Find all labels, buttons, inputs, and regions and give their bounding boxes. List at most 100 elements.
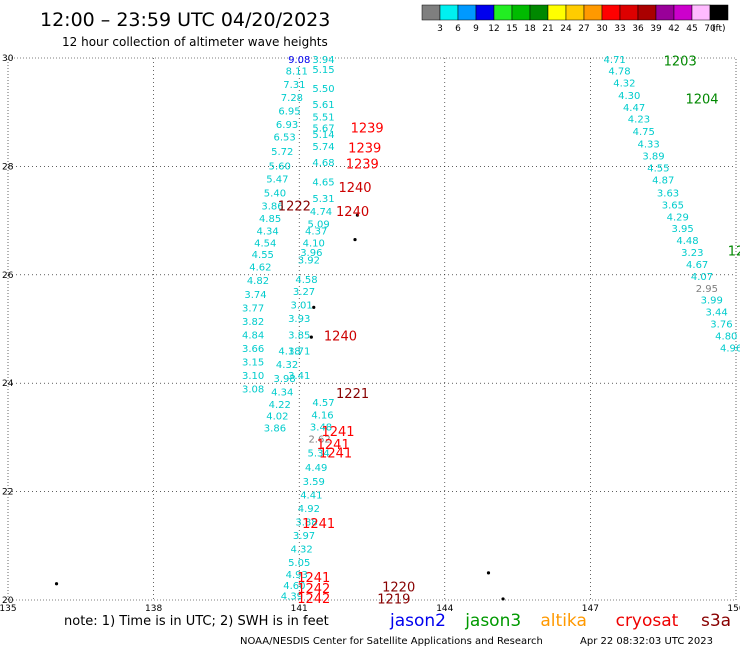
pass-time-label: 1239 bbox=[348, 141, 381, 156]
lon-tick-label: 141 bbox=[291, 604, 308, 614]
wave-height-value: 4.80 bbox=[715, 332, 737, 343]
wave-height-value: 3.88 bbox=[295, 517, 317, 528]
colorbar-tick-label: 24 bbox=[560, 24, 572, 34]
wave-height-value: 3.92 bbox=[298, 256, 320, 267]
colorbar-swatch bbox=[709, 4, 729, 21]
wave-height-value: 5.50 bbox=[312, 84, 334, 95]
wave-height-value: 3.96 bbox=[300, 248, 322, 259]
wave-height-value: 6.95 bbox=[278, 107, 300, 118]
wave-height-value: 4.37 bbox=[305, 226, 327, 237]
wave-height-value: 3.86 bbox=[264, 424, 286, 435]
wave-height-value: 4.10 bbox=[303, 238, 325, 249]
wave-height-value: 3.77 bbox=[242, 303, 264, 314]
wave-height-value: 4.23 bbox=[628, 115, 650, 126]
legend-s3a: s3a bbox=[701, 611, 731, 631]
wave-height-value: 4.32 bbox=[276, 360, 298, 371]
wave-height-value: 4.02 bbox=[266, 412, 288, 423]
wave-height-value: 7.31 bbox=[283, 80, 305, 91]
pass-time-label: 1239 bbox=[346, 158, 379, 173]
pass-time-label: 1241 bbox=[321, 425, 354, 440]
lat-tick-label: 20 bbox=[2, 596, 14, 606]
wave-height-value: 4.62 bbox=[249, 263, 271, 274]
wave-height-value: 4.67 bbox=[686, 260, 708, 271]
wave-height-value: 4.29 bbox=[667, 212, 689, 223]
colorbar-swatch bbox=[529, 4, 549, 21]
colorbar-swatch bbox=[583, 4, 603, 21]
island-marker bbox=[355, 213, 360, 217]
wave-height-value: 4.33 bbox=[638, 140, 660, 151]
wave-height-value: 3.15 bbox=[242, 358, 264, 369]
lon-tick-label: 144 bbox=[436, 604, 453, 614]
colorbar-tick-label: 9 bbox=[473, 24, 479, 34]
island-marker bbox=[54, 582, 59, 586]
wave-height-value: 3.65 bbox=[662, 200, 684, 211]
colorbar-swatch bbox=[439, 4, 459, 21]
wave-height-value: 4.58 bbox=[295, 275, 317, 286]
wave-height-value: 4.74 bbox=[310, 207, 332, 218]
wave-height-value: 3.97 bbox=[293, 531, 315, 542]
lat-tick-label: 30 bbox=[2, 54, 14, 64]
colorbar-swatch bbox=[673, 4, 693, 21]
wave-height-value: 3.95 bbox=[671, 224, 693, 235]
island-marker bbox=[353, 237, 357, 242]
colorbar-tick-label: 33 bbox=[614, 24, 625, 34]
island-marker bbox=[486, 571, 491, 575]
colorbar-swatch bbox=[547, 4, 567, 21]
pass-time-label: 1204 bbox=[685, 93, 718, 108]
colorbar-tick-label: 3 bbox=[437, 24, 443, 34]
pass-time-label: 1241 bbox=[319, 447, 352, 462]
colorbar-swatch bbox=[637, 4, 657, 21]
wave-height-value: 4.47 bbox=[623, 103, 645, 114]
colorbar-tick-label: 27 bbox=[578, 24, 589, 34]
wave-height-value: 4.75 bbox=[633, 127, 655, 138]
lat-tick-label: 24 bbox=[2, 379, 14, 389]
wave-height-value: 5.14 bbox=[312, 130, 334, 141]
wave-height-value: 3.59 bbox=[303, 477, 325, 488]
wave-height-value: 5.61 bbox=[312, 100, 334, 111]
wave-height-value: 4.32 bbox=[290, 545, 312, 556]
island-marker bbox=[312, 305, 316, 309]
wave-height-value: 4.30 bbox=[618, 91, 640, 102]
wave-height-value: 3.66 bbox=[242, 344, 264, 355]
wave-height-value: 7.28 bbox=[281, 93, 303, 104]
wave-height-value: 4.55 bbox=[647, 163, 669, 174]
pass-time-labels: 1203 1204 12 1239 1239 1239 1240 1240 1222 1240 12… bbox=[278, 55, 740, 608]
wave-height-value: 4.93 bbox=[286, 570, 308, 581]
axis-tick-labels: 135 138 141 144 147 150 20 22 24 26 28 30 bbox=[0, 54, 740, 614]
wave-height-value: 4.87 bbox=[652, 175, 674, 186]
pass-time-label: 1222 bbox=[278, 199, 311, 214]
lon-tick-label: 150 bbox=[727, 604, 740, 614]
wave-height-value: 3.63 bbox=[657, 188, 679, 199]
pass-time-label: 1220 bbox=[382, 580, 415, 595]
wave-height-value: 4.71 bbox=[604, 55, 626, 66]
wave-height-value: 5.74 bbox=[312, 142, 334, 153]
wave-height-value: 2.62 bbox=[308, 434, 330, 445]
pass-time-label: 1241 bbox=[302, 517, 335, 532]
wave-height-value: 9.08 bbox=[288, 55, 310, 66]
wave-height-value: 3.74 bbox=[244, 290, 266, 301]
colorbar-tick-label: 15 bbox=[506, 24, 517, 34]
wave-height-value: 4.32 bbox=[613, 78, 635, 89]
pass-time-label: 1240 bbox=[338, 181, 371, 196]
wave-height-value: 3.71 bbox=[288, 347, 310, 358]
wave-height-value: 3.27 bbox=[293, 287, 315, 298]
wave-height-value: 4.16 bbox=[311, 411, 333, 422]
footer-credit: NOAA/NESDIS Center for Satellite Applica… bbox=[240, 636, 543, 647]
pass-time-label: 1242 bbox=[297, 592, 330, 607]
lat-tick-label: 28 bbox=[2, 162, 14, 172]
pass-time-label: 1221 bbox=[336, 387, 369, 402]
colorbar-swatch bbox=[457, 4, 477, 21]
colorbar-tick-label: 18 bbox=[524, 24, 536, 34]
colorbar-tick-label: 6 bbox=[455, 24, 461, 34]
wave-height-value: 3.98 bbox=[274, 374, 296, 385]
wave-height-value: 3.01 bbox=[290, 301, 312, 312]
wave-height-value: 4.55 bbox=[252, 250, 274, 261]
wave-height-value: 4.41 bbox=[300, 490, 322, 501]
wave-height-value: 4.18 bbox=[278, 347, 300, 358]
colorbar-swatch bbox=[601, 4, 621, 21]
colorbar-tick-label: 70 bbox=[704, 24, 716, 34]
wave-height-value: 4.84 bbox=[242, 330, 264, 341]
wave-height-value: 5.60 bbox=[269, 161, 291, 172]
page-subtitle: 12 hour collection of altimeter wave hei… bbox=[62, 35, 328, 49]
wave-height-value: 4.22 bbox=[269, 400, 291, 411]
